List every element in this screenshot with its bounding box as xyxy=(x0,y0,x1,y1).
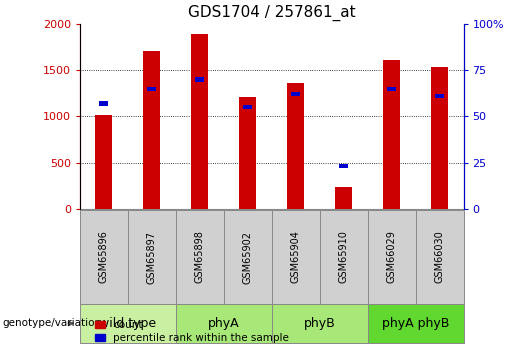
Bar xyxy=(244,105,252,109)
Bar xyxy=(335,187,352,209)
Bar xyxy=(95,115,112,209)
Bar xyxy=(143,51,160,209)
Text: GSM65904: GSM65904 xyxy=(290,230,301,284)
Text: GSM66030: GSM66030 xyxy=(435,231,444,283)
Text: genotype/variation: genotype/variation xyxy=(3,318,101,328)
Bar xyxy=(387,87,396,91)
Bar xyxy=(291,92,300,96)
Bar xyxy=(339,164,348,168)
Text: GSM65898: GSM65898 xyxy=(195,230,205,284)
Bar xyxy=(195,77,204,82)
Bar xyxy=(147,87,156,91)
Bar xyxy=(435,94,444,98)
Bar xyxy=(383,60,400,209)
Bar xyxy=(431,67,448,209)
Bar xyxy=(287,83,304,209)
Text: phyA: phyA xyxy=(208,317,239,330)
Text: GSM66029: GSM66029 xyxy=(387,230,397,284)
Text: GSM65902: GSM65902 xyxy=(243,230,253,284)
Text: phyB: phyB xyxy=(304,317,335,330)
Bar xyxy=(239,97,256,209)
Legend: count, percentile rank within the sample: count, percentile rank within the sample xyxy=(95,320,289,343)
Text: GSM65910: GSM65910 xyxy=(338,230,349,284)
Title: GDS1704 / 257861_at: GDS1704 / 257861_at xyxy=(188,5,355,21)
Bar xyxy=(99,101,108,106)
Bar xyxy=(192,34,208,209)
Text: wild type: wild type xyxy=(99,317,157,330)
Text: GSM65897: GSM65897 xyxy=(147,230,157,284)
Text: GSM65896: GSM65896 xyxy=(99,230,109,284)
Text: phyA phyB: phyA phyB xyxy=(382,317,449,330)
